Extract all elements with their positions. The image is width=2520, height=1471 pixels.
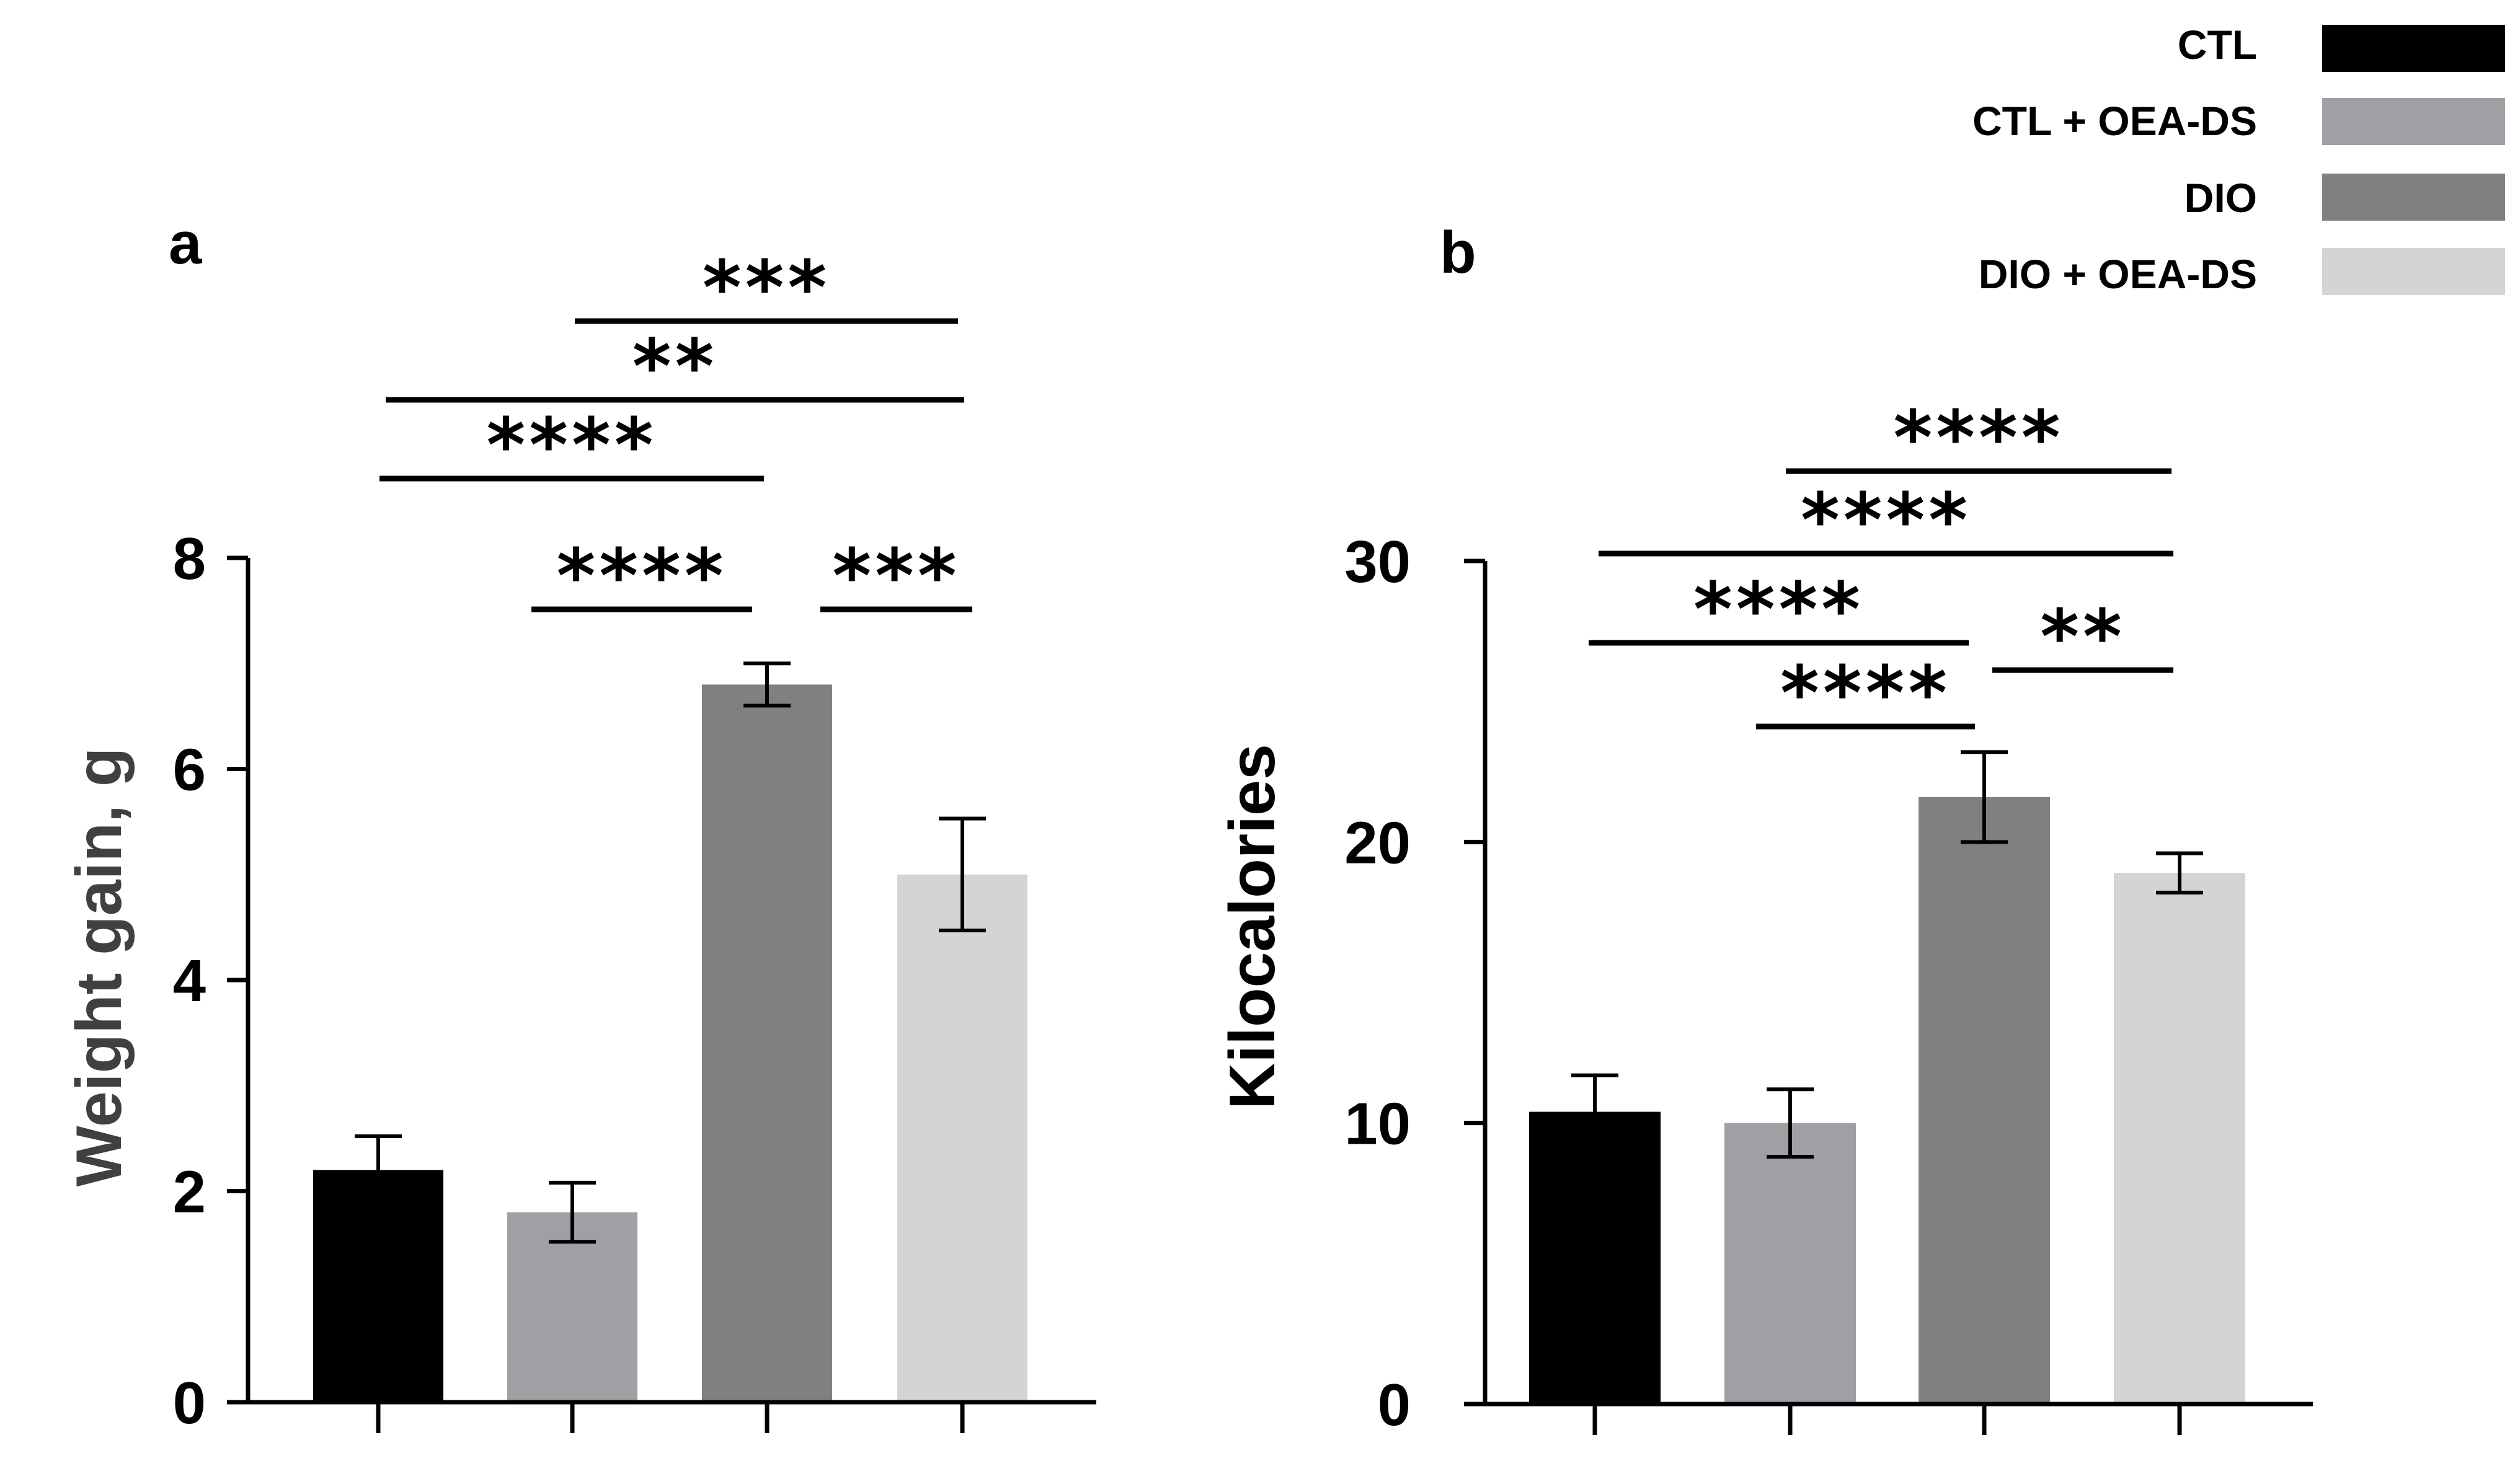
y-tick-label: 0: [1378, 1372, 1411, 1438]
legend-swatch: [2322, 248, 2505, 295]
error-bar: [1767, 1087, 1814, 1159]
bar: [313, 1170, 443, 1402]
bar: [1529, 1111, 1661, 1404]
significance-bracket: ****: [1589, 567, 1969, 653]
legend-item-ctl-oea-ds: CTL + OEA-DS: [1972, 98, 2505, 145]
bar: [702, 684, 832, 1402]
significance-label: ***: [832, 534, 960, 620]
error-bar: [1961, 750, 2008, 844]
significance-label: ***: [703, 245, 830, 332]
bar: [507, 1212, 637, 1402]
legend-item-dio: DIO: [2185, 174, 2505, 221]
significance-bracket: **: [386, 324, 964, 410]
significance-label: **: [632, 324, 718, 410]
significance-bracket: ****: [379, 403, 764, 489]
y-tick-label: 30: [1344, 529, 1411, 595]
error-bar: [1571, 1073, 1618, 1151]
significance-label: **: [2040, 594, 2126, 681]
significance-bracket: ****: [1756, 651, 1975, 737]
legend-label: CTL: [2178, 22, 2257, 68]
legend: CTL CTL + OEA-DS DIO DIO + OEA-DS: [1972, 22, 2505, 297]
y-tick-label: 0: [173, 1370, 206, 1436]
error-bar: [2156, 851, 2203, 895]
significance-label: ****: [1801, 478, 1971, 564]
bar: [2114, 873, 2245, 1404]
significance-label: ****: [486, 403, 657, 489]
y-axis-title: Weight gain, g: [63, 748, 135, 1187]
legend-swatch: [2322, 25, 2505, 72]
panel-letter: a: [169, 210, 202, 276]
significance-bracket: ****: [1599, 478, 2173, 564]
error-bar: [549, 1180, 596, 1244]
significance-label: ****: [1693, 567, 1864, 653]
significance-bracket: ****: [531, 534, 752, 620]
legend-swatch: [2322, 98, 2505, 145]
legend-label: DIO + OEA-DS: [1979, 251, 2257, 297]
bar: [897, 874, 1027, 1402]
y-tick-label: 10: [1344, 1091, 1411, 1157]
legend-item-dio-oea-ds: DIO + OEA-DS: [1979, 248, 2505, 297]
y-axis-title: Kilocalories: [1217, 744, 1289, 1110]
legend-swatch: [2322, 174, 2505, 221]
significance-bracket: **: [1992, 594, 2173, 681]
significance-label: ****: [1893, 395, 2064, 482]
significance-label: ****: [1780, 651, 1951, 737]
significance-label: ****: [556, 534, 727, 620]
y-tick-label: 6: [173, 737, 206, 803]
y-tick-label: 8: [173, 526, 206, 592]
bar: [1724, 1123, 1856, 1404]
y-tick-label: 20: [1344, 810, 1411, 876]
significance-bracket: ***: [820, 534, 972, 620]
error-bar: [355, 1134, 402, 1206]
y-tick-label: 2: [173, 1159, 206, 1226]
y-tick-label: 4: [173, 948, 206, 1014]
error-bar: [743, 661, 791, 708]
panel-letter: b: [1440, 219, 1476, 286]
legend-item-ctl: CTL: [2178, 22, 2505, 72]
legend-label: CTL + OEA-DS: [1972, 98, 2257, 144]
significance-bracket: ****: [1786, 395, 2172, 482]
error-bar: [939, 816, 986, 932]
bar: [1919, 797, 2050, 1404]
legend-label: DIO: [2185, 175, 2257, 221]
significance-bracket: ***: [575, 245, 958, 332]
